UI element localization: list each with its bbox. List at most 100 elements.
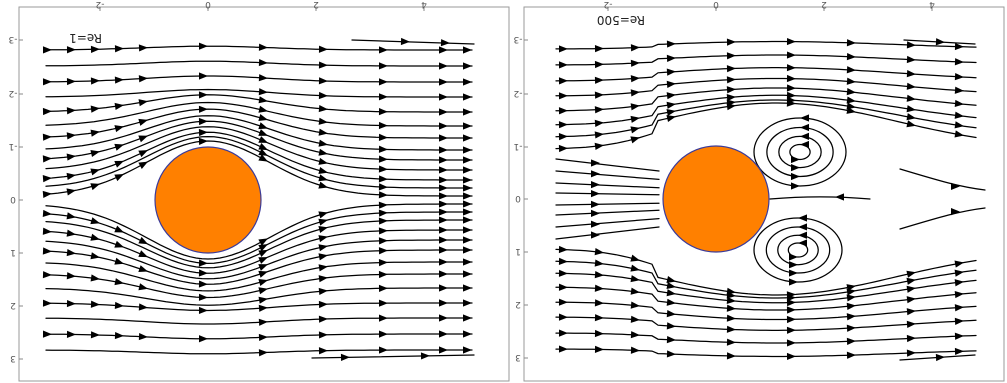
streamline-arrowhead (462, 258, 472, 266)
streamline-arrowhead (90, 300, 100, 308)
streamline-arrowhead (462, 108, 472, 116)
streamline-arrowhead (258, 304, 268, 312)
streamline-arrowhead (138, 99, 148, 107)
streamline-arrowhead (90, 45, 100, 53)
streamline-arrowhead (42, 209, 52, 218)
streamline-arrowhead (954, 347, 964, 356)
streamline-arrowhead (789, 278, 798, 286)
streamline-arrowhead (378, 133, 388, 141)
streamline-arrowhead (90, 183, 100, 191)
y-tick-label: 2 (515, 299, 521, 309)
streamline-arrowhead (138, 75, 148, 83)
streamline (555, 102, 977, 150)
streamline-arrowhead (558, 61, 568, 69)
streamline-arrowhead (462, 246, 472, 254)
streamline-arrowhead (786, 74, 796, 83)
streamline-arrowhead (438, 176, 448, 184)
streamline-arrowhead (462, 166, 472, 174)
streamline-arrowhead (378, 330, 388, 338)
streamline-arrowhead (114, 225, 124, 233)
streamline-arrowhead (594, 284, 604, 292)
y-tick-label: 3 (515, 352, 521, 362)
streamline-arrowhead (438, 156, 448, 164)
streamline-arrowhead (378, 346, 388, 354)
streamline-arrowhead (666, 101, 676, 109)
streamline-arrowhead (846, 351, 856, 359)
streamline-arrowhead (378, 259, 388, 267)
streamline-arrowhead (846, 337, 856, 345)
streamline-arrowhead (66, 188, 76, 196)
streamline-arrowhead (66, 330, 76, 338)
streamline-arrowhead (318, 174, 328, 182)
streamline-arrowhead (42, 190, 52, 199)
streamline-arrowhead (630, 44, 640, 52)
streamline-arrowhead (114, 257, 124, 265)
streamline-arrowhead (786, 352, 796, 361)
streamline-arrowhead (66, 172, 76, 180)
streamline-arrowhead (800, 140, 809, 149)
streamline-arrowhead (114, 102, 124, 110)
streamline-arrowhead (835, 193, 844, 201)
streamline-arrowhead (258, 270, 268, 278)
streamline-arrowhead (90, 105, 100, 113)
streamline-arrowhead (630, 315, 640, 323)
streamline-arrowhead (954, 130, 964, 138)
streamline-arrowhead (66, 299, 76, 308)
streamline-arrowhead (340, 353, 350, 361)
streamline-arrowhead (666, 108, 676, 117)
streamline (555, 316, 977, 332)
streamline (45, 60, 473, 67)
streamline-arrowhead (630, 264, 640, 272)
panel-right-ticks: -2 0 2 4 -3 -2 -1 0 1 2 3 (514, 0, 935, 362)
streamline-arrowhead (438, 270, 448, 278)
streamline-arrowhead (630, 136, 640, 144)
streamline-arrowhead (791, 155, 800, 164)
streamline-arrowhead (198, 72, 208, 80)
streamline-arrowhead (630, 254, 640, 262)
streamline-arrowhead (42, 78, 52, 86)
streamline (311, 354, 475, 359)
streamline-arrowhead (591, 231, 600, 239)
streamline-arrowhead (666, 54, 676, 62)
streamline-arrowhead (789, 261, 798, 269)
streamline-arrowhead (630, 275, 640, 283)
streamline-arrowhead (846, 288, 856, 296)
streamline-arrowhead (198, 137, 208, 145)
streamline (555, 54, 977, 66)
streamline-arrowhead (786, 99, 796, 107)
streamline-arrowhead (558, 313, 568, 321)
streamline-arrowhead (591, 220, 600, 228)
streamline-arrowhead (594, 119, 604, 127)
streamline-arrowhead (666, 80, 676, 88)
streamline-arrowhead (666, 92, 676, 100)
streamline-arrowhead (591, 159, 600, 167)
streamline-arrowhead (66, 46, 76, 54)
x-tick-label: 2 (821, 0, 827, 9)
streamline-arrowhead (318, 167, 328, 175)
streamline-arrowhead (138, 161, 148, 169)
streamline-arrowhead (90, 252, 100, 260)
streamline-arrowhead (378, 155, 388, 163)
streamline-arrowhead (378, 145, 388, 153)
streamline-arrowhead (630, 89, 640, 97)
streamline-arrowhead (318, 148, 328, 156)
streamline-arrowhead (258, 74, 268, 82)
panel-right-cylinder (662, 145, 770, 253)
streamline-arrowhead (846, 39, 856, 47)
streamline (753, 117, 847, 187)
streamline-arrowhead (558, 269, 568, 277)
streamline-arrowhead (90, 274, 100, 282)
streamline-arrowhead (198, 293, 208, 301)
streamline-arrowhead (318, 157, 328, 165)
panel-left-ticks: -2 0 2 4 -3 -2 -1 0 1 2 3 (9, 0, 427, 363)
streamline-arrowhead (438, 46, 448, 54)
streamline-arrowhead (591, 200, 600, 208)
streamline-arrowhead (114, 174, 124, 182)
streamline-arrowhead (954, 42, 964, 51)
streamline-arrowhead (954, 304, 964, 312)
panel-right-streamlines (555, 37, 986, 362)
panel-right-reynolds-label: Re=500 (597, 13, 645, 27)
streamline-arrowhead (726, 325, 736, 333)
streamline-arrowhead (378, 247, 388, 255)
